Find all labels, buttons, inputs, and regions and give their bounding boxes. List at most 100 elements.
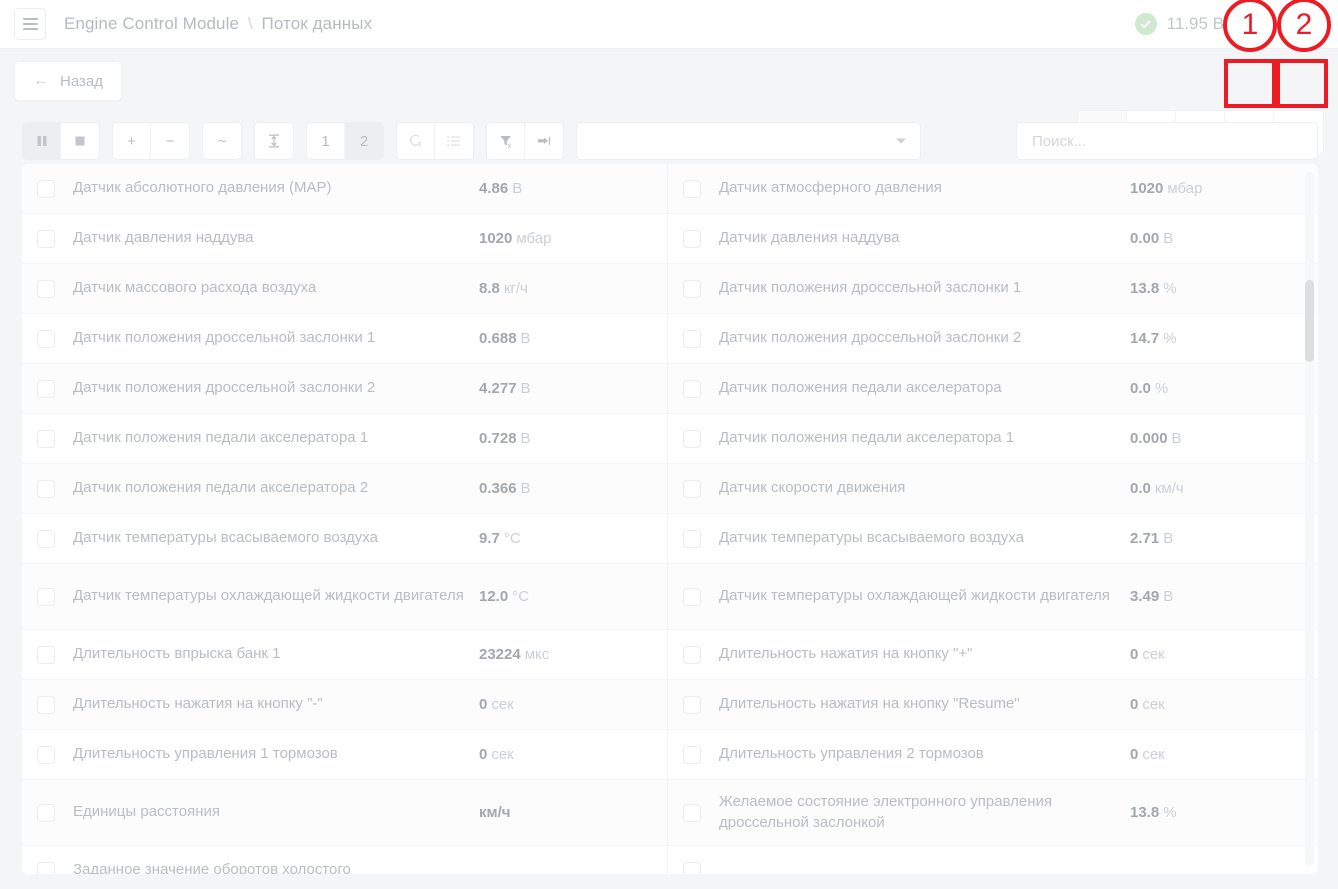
row-checkbox[interactable] — [683, 645, 701, 664]
table-row[interactable]: Длительность управления 1 тормозов 0 сек — [22, 730, 667, 780]
collapse-rows-icon[interactable] — [255, 123, 293, 159]
plus-icon[interactable]: + — [113, 123, 151, 159]
row-checkbox[interactable] — [683, 529, 701, 548]
table-row[interactable]: Датчик давления наддува 1020 мбар — [22, 214, 667, 264]
parameter-value-number: 1020 — [1130, 180, 1164, 197]
hamburger-icon[interactable] — [14, 8, 46, 40]
table-row[interactable]: Единицы расстояния км/ч — [22, 780, 667, 846]
row-checkbox[interactable] — [37, 861, 55, 874]
table-row[interactable]: Датчик атмосферного давления 1020 мбар — [668, 164, 1318, 214]
table-row[interactable]: Датчик положения педали акселератора 1 0.… — [22, 414, 667, 464]
pause-icon[interactable] — [23, 123, 61, 159]
parameter-value: 23224 мкс — [479, 646, 657, 663]
stop-icon[interactable] — [61, 123, 99, 159]
parameter-value-number: 0.000 — [1130, 430, 1168, 447]
row-checkbox[interactable] — [37, 479, 55, 498]
table-row[interactable]: Длительность управления 2 тормозов 0 сек — [668, 730, 1318, 780]
row-checkbox[interactable] — [683, 587, 701, 606]
parameter-unit: °C — [512, 588, 530, 605]
list-icon[interactable] — [435, 123, 473, 159]
table-row[interactable]: Длительность впрыска банк 1 23224 мкс — [22, 630, 667, 680]
table-row[interactable]: Датчик температуры охлаждающей жидкости … — [22, 564, 667, 630]
row-checkbox[interactable] — [683, 179, 701, 198]
parameter-value-number: 0.0 — [1130, 480, 1151, 497]
parameter-name: Датчик массового расхода воздуха — [73, 279, 317, 297]
search-input[interactable] — [1016, 122, 1318, 160]
row-checkbox[interactable] — [37, 529, 55, 548]
row-checkbox[interactable] — [683, 745, 701, 764]
parameter-value-number: 1020 — [479, 230, 513, 247]
page-two-icon[interactable]: 2 — [345, 123, 383, 159]
table-row[interactable]: Длительность нажатия на кнопку "-" 0 сек — [22, 680, 667, 730]
row-checkbox[interactable] — [37, 695, 55, 714]
table-row[interactable]: Датчик положения педали акселератора 1 0.… — [668, 414, 1318, 464]
row-checkbox[interactable] — [37, 803, 55, 822]
table-row[interactable]: Датчик температуры всасываемого воздуха 2… — [668, 514, 1318, 564]
parameter-name: Датчик температуры охлаждающей жидкости … — [73, 587, 464, 605]
row-checkbox[interactable] — [683, 229, 701, 248]
move-right-icon[interactable] — [525, 123, 563, 159]
table-row[interactable]: Датчик скорости движения 0.0 км/ч — [668, 464, 1318, 514]
table-row[interactable]: Датчик абсолютного давления (MAP) 4.86 В — [22, 164, 667, 214]
table-row[interactable]: Датчик положения педали акселератора 2 0.… — [22, 464, 667, 514]
page-one-icon[interactable]: 1 — [307, 123, 345, 159]
parameter-name: Датчик положения педали акселератора 1 — [719, 429, 1015, 447]
back-button[interactable]: ← Назад — [14, 61, 122, 101]
row-checkbox[interactable] — [37, 279, 55, 298]
row-checkbox[interactable] — [37, 645, 55, 664]
row-checkbox[interactable] — [683, 695, 701, 714]
parameter-unit: сек — [1142, 746, 1165, 763]
table-row[interactable]: Датчик давления наддува 0.00 В — [668, 214, 1318, 264]
wave-button-group: ~ — [202, 122, 242, 160]
parameter-name: Датчик температуры всасываемого воздуха — [719, 529, 1024, 547]
parameter-value-number: 9.7 — [479, 530, 500, 547]
table-row[interactable]: Длительность нажатия на кнопку "+" 0 сек — [668, 630, 1318, 680]
clear-selection-icon[interactable]: x — [397, 123, 435, 159]
wave-icon[interactable]: ~ — [203, 123, 241, 159]
table-row[interactable]: Желаемое состояние электронного управлен… — [668, 780, 1318, 846]
table-row[interactable]: Датчик температуры охлаждающей жидкости … — [668, 564, 1318, 630]
table-row[interactable]: Датчик положения дроссельной заслонки 1 1… — [668, 264, 1318, 314]
row-checkbox[interactable] — [37, 379, 55, 398]
breadcrumb-module[interactable]: Engine Control Module — [64, 14, 240, 33]
row-checkbox[interactable] — [683, 329, 701, 348]
row-checkbox[interactable] — [683, 379, 701, 398]
scrollbar-thumb[interactable] — [1305, 280, 1314, 362]
table-row[interactable] — [668, 846, 1318, 874]
table-row[interactable]: Датчик положения дроссельной заслонки 1 0… — [22, 314, 667, 364]
row-checkbox[interactable] — [683, 279, 701, 298]
row-checkbox[interactable] — [683, 803, 701, 822]
table-row[interactable]: Датчик массового расхода воздуха 8.8 кг/ч — [22, 264, 667, 314]
table-row[interactable]: Датчик положения дроссельной заслонки 2 1… — [668, 314, 1318, 364]
row-checkbox[interactable] — [683, 861, 701, 874]
row-checkbox[interactable] — [37, 745, 55, 764]
row-checkbox[interactable] — [37, 429, 55, 448]
zoom-button-group: + − — [112, 122, 190, 160]
table-row[interactable]: Датчик температуры всасываемого воздуха 9… — [22, 514, 667, 564]
row-checkbox[interactable] — [37, 179, 55, 198]
parameter-value: 0.688 В — [479, 330, 657, 347]
clear-filter-icon[interactable]: x — [487, 123, 525, 159]
data-stream-panel: Датчик абсолютного давления (MAP) 4.86 В Да… — [22, 164, 1318, 874]
table-row[interactable]: Заданное значение оборотов холостого — [22, 846, 667, 874]
parameter-name: Датчик положения дроссельной заслонки 1 — [719, 279, 1022, 297]
row-checkbox[interactable] — [37, 587, 55, 606]
parameter-unit: мкс — [524, 646, 550, 663]
page-button-group: 1 2 — [306, 122, 384, 160]
row-checkbox[interactable] — [683, 479, 701, 498]
row-checkbox[interactable] — [37, 229, 55, 248]
table-row[interactable]: Датчик положения дроссельной заслонки 2 4… — [22, 364, 667, 414]
parameter-unit: В — [520, 480, 531, 497]
row-checkbox[interactable] — [37, 329, 55, 348]
parameter-value-number: 2.71 — [1130, 530, 1160, 547]
table-row[interactable]: Датчик положения педали акселератора 0.0% — [668, 364, 1318, 414]
scrollbar-track[interactable] — [1305, 172, 1314, 866]
parameter-value: 13.8% — [1130, 280, 1308, 297]
minus-icon[interactable]: − — [151, 123, 189, 159]
parameter-group-select[interactable] — [576, 122, 921, 160]
voltage-value: 11.95 В — [1166, 14, 1224, 33]
search-container — [1016, 122, 1318, 160]
table-row[interactable]: Длительность нажатия на кнопку "Resume" 0… — [668, 680, 1318, 730]
row-checkbox[interactable] — [683, 429, 701, 448]
parameter-unit: км/ч — [1154, 480, 1184, 497]
